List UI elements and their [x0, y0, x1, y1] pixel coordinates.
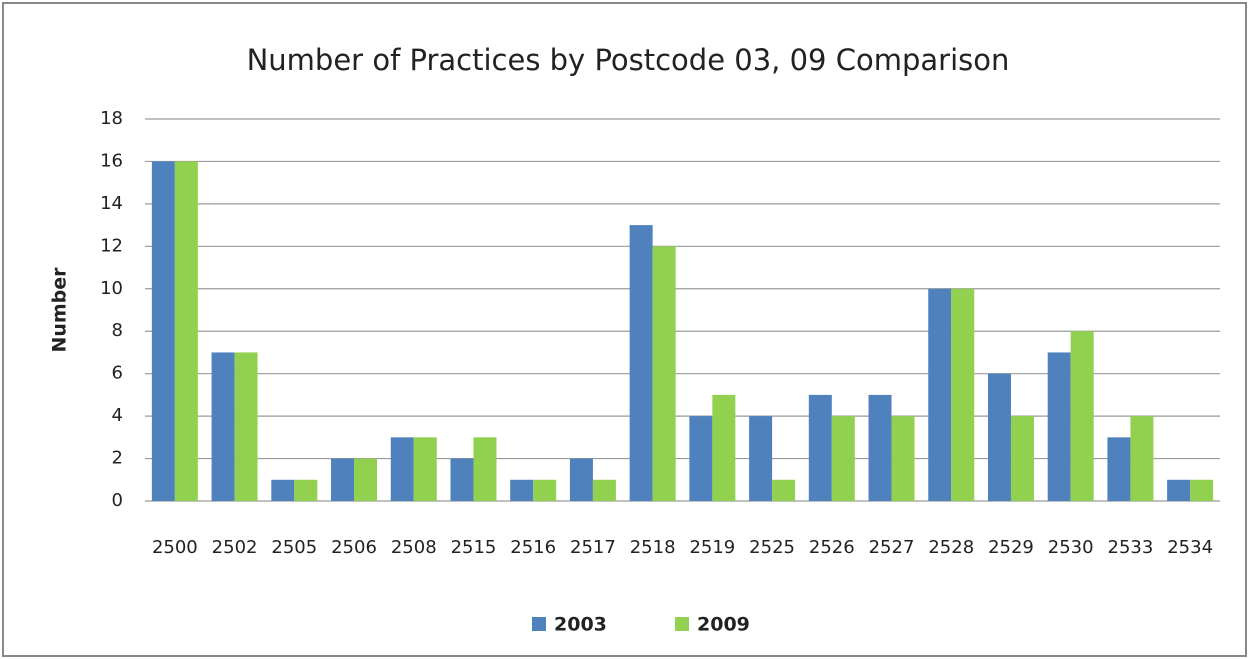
bar — [712, 394, 736, 501]
bar — [951, 288, 975, 501]
bar — [1047, 352, 1071, 501]
x-tick-label: 2516 — [510, 537, 556, 558]
legend-swatch — [532, 617, 546, 631]
legend-label: 2009 — [697, 614, 750, 636]
bar — [533, 479, 557, 501]
bar — [510, 479, 534, 501]
bar — [294, 479, 318, 501]
x-tick-label: 2533 — [1108, 537, 1154, 558]
bar — [749, 416, 773, 501]
legend-swatch — [675, 617, 689, 631]
bar — [808, 394, 832, 501]
bar — [592, 479, 616, 501]
bar — [928, 288, 952, 501]
x-tick-label: 2527 — [869, 537, 915, 558]
bar — [211, 352, 235, 501]
bar — [1130, 416, 1154, 501]
x-tick-label: 2508 — [391, 537, 437, 558]
bar — [689, 416, 713, 501]
y-tick-label: 14 — [100, 193, 123, 214]
x-tick-label: 2517 — [570, 537, 616, 558]
y-tick-label: 8 — [112, 320, 123, 341]
x-tick-label: 2506 — [331, 537, 377, 558]
bar — [1070, 331, 1094, 501]
legend-label: 2003 — [554, 614, 607, 636]
bar — [831, 416, 855, 501]
bar — [413, 437, 437, 501]
x-tick-label: 2529 — [988, 537, 1034, 558]
x-tick-label: 2526 — [809, 537, 855, 558]
bar — [151, 161, 175, 501]
bar — [331, 458, 355, 501]
bar — [569, 458, 593, 501]
y-tick-label: 10 — [100, 278, 123, 299]
x-tick-label: 2500 — [152, 537, 198, 558]
bar — [891, 416, 915, 501]
chart-title: Number of Practices by Postcode 03, 09 C… — [247, 43, 1010, 77]
bar — [390, 437, 414, 501]
y-tick-label: 4 — [112, 405, 123, 426]
bar — [473, 437, 497, 501]
bar — [354, 458, 378, 501]
y-tick-label: 6 — [112, 363, 123, 384]
y-tick-label: 2 — [112, 448, 123, 469]
bar — [772, 479, 796, 501]
y-tick-label: 12 — [100, 235, 123, 256]
bar — [868, 394, 892, 501]
x-tick-label: 2518 — [630, 537, 676, 558]
x-tick-label: 2525 — [749, 537, 795, 558]
y-tick-label: 16 — [100, 150, 123, 171]
bar — [1010, 416, 1034, 501]
y-axis-label: Number — [49, 267, 71, 353]
y-tick-label: 18 — [100, 108, 123, 129]
bar — [450, 458, 474, 501]
bar — [271, 479, 295, 501]
bar — [652, 246, 676, 501]
x-tick-label: 2502 — [212, 537, 258, 558]
bar — [234, 352, 258, 501]
bar — [629, 225, 653, 501]
x-tick-label: 2534 — [1167, 537, 1213, 558]
bar — [1107, 437, 1131, 501]
bar — [174, 161, 198, 501]
x-tick-label: 2530 — [1048, 537, 1094, 558]
bar — [1167, 479, 1191, 501]
bar — [987, 373, 1011, 501]
bar — [1190, 479, 1214, 501]
x-tick-label: 2519 — [689, 537, 735, 558]
y-tick-label: 0 — [112, 490, 123, 511]
x-tick-label: 2515 — [451, 537, 497, 558]
x-tick-label: 2528 — [928, 537, 974, 558]
x-tick-label: 2505 — [271, 537, 317, 558]
